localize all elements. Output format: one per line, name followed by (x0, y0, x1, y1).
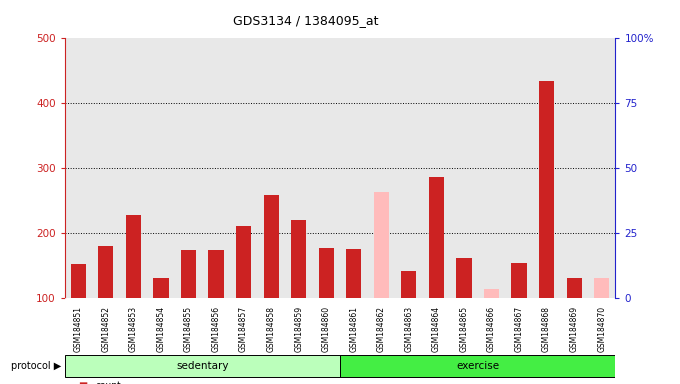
Bar (456, 258, 471, 298)
Bar (209, 250, 224, 298)
Bar (340, 354, 615, 377)
Text: GDS3134 / 1384095_at: GDS3134 / 1384095_at (233, 14, 379, 27)
Text: ■: ■ (78, 381, 88, 384)
Text: exercise: exercise (456, 361, 499, 371)
Bar (374, 192, 389, 298)
Text: GSM184856: GSM184856 (211, 306, 220, 352)
Text: GSM184853: GSM184853 (129, 306, 138, 352)
Text: GSM184869: GSM184869 (570, 306, 579, 352)
Text: count: count (95, 381, 121, 384)
Bar (566, 278, 581, 298)
Text: GSM184867: GSM184867 (515, 306, 524, 352)
Bar (539, 81, 554, 298)
Text: GSM184861: GSM184861 (350, 306, 358, 352)
Text: GSM184870: GSM184870 (597, 306, 606, 352)
Bar (154, 278, 169, 298)
Bar (71, 264, 86, 298)
Text: GSM184866: GSM184866 (487, 306, 496, 352)
Bar (511, 263, 526, 298)
Text: GSM184868: GSM184868 (542, 306, 551, 352)
Bar (65, 354, 340, 377)
Bar (264, 195, 279, 298)
Bar (291, 220, 306, 298)
Bar (401, 271, 416, 298)
Bar (319, 248, 334, 298)
Bar (236, 226, 251, 298)
Text: GSM184852: GSM184852 (101, 306, 110, 352)
Text: GSM184862: GSM184862 (377, 306, 386, 352)
Text: GSM184851: GSM184851 (74, 306, 83, 352)
Text: GSM184858: GSM184858 (267, 306, 275, 352)
Bar (346, 249, 361, 298)
Bar (99, 247, 114, 298)
Text: GSM184863: GSM184863 (405, 306, 413, 352)
Bar (484, 289, 499, 298)
Text: GSM184854: GSM184854 (156, 306, 165, 352)
Text: sedentary: sedentary (176, 361, 228, 371)
Text: GSM184855: GSM184855 (184, 306, 193, 352)
Text: GSM184865: GSM184865 (460, 306, 469, 352)
Text: GSM184864: GSM184864 (432, 306, 441, 352)
Text: GSM184860: GSM184860 (322, 306, 330, 352)
Text: protocol ▶: protocol ▶ (11, 361, 61, 371)
Bar (594, 278, 609, 298)
Text: GSM184857: GSM184857 (239, 306, 248, 352)
Bar (429, 177, 444, 298)
Text: GSM184859: GSM184859 (294, 306, 303, 352)
Bar (126, 215, 141, 298)
Bar (181, 250, 196, 298)
